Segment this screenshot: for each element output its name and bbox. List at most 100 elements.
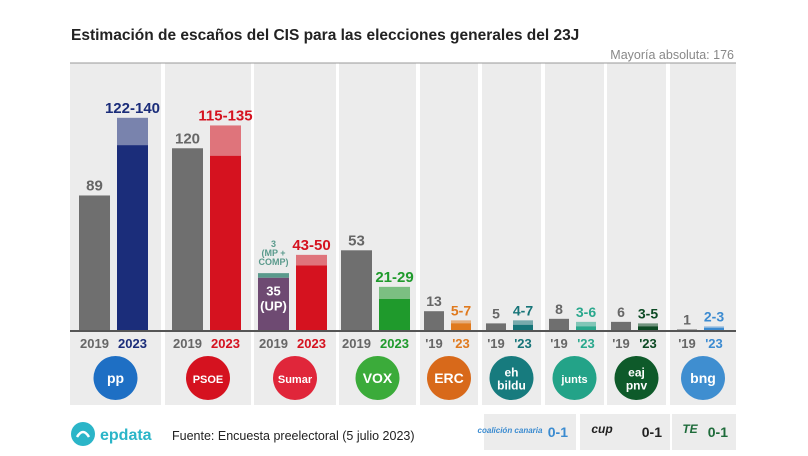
label-2019-ERC: 13 — [426, 293, 442, 309]
other-party-box-1 — [580, 414, 670, 450]
party-panel-3 — [339, 63, 416, 405]
other-party-value: 0-1 — [708, 424, 728, 440]
label-2023-EAJ-PNV: 3-5 — [638, 305, 658, 321]
party-logo-EH Bildu — [489, 356, 534, 400]
year-2023-EH Bildu: '23 — [514, 336, 532, 351]
party-logo-EAJ-PNV — [614, 356, 659, 400]
bar-2019-ERC — [424, 311, 444, 331]
other-party-logo: TE — [682, 422, 698, 436]
label-2019-VOX: 53 — [348, 232, 365, 249]
label-2023-Sumar: 43-50 — [292, 237, 330, 254]
year-2019-ERC: '19 — [425, 336, 443, 351]
bar-2023-VOX — [379, 299, 410, 331]
party-panel-7 — [607, 63, 666, 405]
bar-2019-PSOE — [172, 148, 203, 331]
party-panel-5 — [482, 63, 541, 405]
other-party-value: 0-1 — [548, 424, 568, 440]
party-logo-Junts — [552, 356, 597, 400]
bar-2019-EH Bildu — [486, 323, 506, 331]
other-party-value: 0-1 — [642, 424, 662, 440]
label-2019-Junts: 8 — [555, 301, 563, 317]
label-2019-PSOE: 120 — [175, 130, 200, 147]
party-panel-6 — [545, 63, 604, 405]
label-2019-BNG: 1 — [683, 311, 691, 327]
year-2019-Sumar: 2019 — [259, 336, 288, 351]
party-logo-ERC — [427, 356, 471, 400]
year-2023-Sumar: 2023 — [297, 336, 326, 351]
year-2023-Junts: '23 — [577, 336, 595, 351]
other-party-box-2 — [672, 414, 736, 450]
source-note: Fuente: Encuesta preelectoral (5 julio 2… — [172, 429, 415, 443]
majority-label: Mayoría absoluta: 176 — [610, 48, 734, 62]
party-logo-text: ERC — [434, 370, 464, 386]
label-2019-extra-Sumar: 3 — [271, 239, 276, 249]
party-logo-text: junts — [560, 374, 587, 386]
bar-2019-PP — [79, 195, 110, 331]
bar-2023-PP — [117, 145, 148, 331]
label-2019-EH Bildu: 5 — [492, 305, 500, 321]
epdata-logo: epdata — [71, 422, 152, 446]
label-2019-extra-Sumar: (MP + — [261, 248, 285, 258]
label-2023-EH Bildu: 4-7 — [513, 302, 533, 318]
year-2023-PP: 2023 — [118, 336, 147, 351]
bar-2019-Junts — [549, 318, 569, 331]
year-2023-VOX: 2023 — [380, 336, 409, 351]
bar-2023-EAJ-PNV — [638, 326, 658, 331]
party-logo-text: eaj — [628, 366, 645, 380]
year-2019-EAJ-PNV: '19 — [612, 336, 630, 351]
year-2019-BNG: '19 — [678, 336, 696, 351]
bar-2019-extra-Sumar — [258, 273, 289, 278]
bar-2019-EAJ-PNV — [611, 321, 631, 331]
year-2019-VOX: 2019 — [342, 336, 371, 351]
party-logo-text: VOX — [363, 370, 393, 386]
party-logo-text: bildu — [497, 379, 526, 393]
year-2023-EAJ-PNV: '23 — [639, 336, 657, 351]
party-logo-text: bng — [690, 370, 716, 386]
bar-2023-Sumar — [296, 265, 327, 331]
label-2023-BNG: 2-3 — [704, 308, 724, 324]
party-logo-PSOE — [186, 356, 230, 400]
label-2019-PP: 89 — [86, 177, 103, 194]
epdata-logo-icon — [71, 422, 95, 446]
party-logo-Sumar — [273, 356, 317, 400]
label-2023-PSOE: 115-135 — [198, 107, 252, 124]
party-logo-PP — [93, 356, 138, 400]
party-panel-8 — [670, 63, 736, 405]
year-2019-PP: 2019 — [80, 336, 109, 351]
bar-2023-Junts — [576, 326, 596, 331]
bar-2023-BNG — [704, 327, 724, 331]
bar-2019-VOX — [341, 250, 372, 331]
chart-title: Estimación de escaños del CIS para las e… — [71, 27, 579, 44]
party-logo-BNG — [681, 356, 725, 400]
bar-2023-PSOE — [210, 155, 241, 331]
label-2023-Junts: 3-6 — [576, 304, 596, 320]
party-logo-text: pp — [107, 370, 124, 386]
other-party-logo: cup — [591, 422, 612, 436]
year-2019-EH Bildu: '19 — [487, 336, 505, 351]
bar-2019-Sumar — [258, 277, 289, 331]
year-2023-ERC: '23 — [452, 336, 470, 351]
party-logo-VOX — [355, 356, 400, 400]
label-2023-PP: 122-140 — [105, 100, 160, 117]
label-2019-EAJ-PNV: 6 — [617, 304, 625, 320]
party-panel-4 — [420, 63, 478, 405]
label-2019-extra-Sumar: COMP) — [259, 257, 289, 267]
epdata-brand: epdata — [100, 427, 152, 444]
bar-2023-ERC — [451, 323, 471, 331]
label-2019-Sumar: 35 — [266, 284, 280, 299]
other-party-box-0 — [484, 414, 576, 450]
party-logo-text: pnv — [626, 379, 648, 393]
party-logo-text: eh — [504, 366, 518, 380]
other-party-logo: coalición canaria — [478, 426, 543, 435]
party-panel-2 — [254, 63, 336, 405]
year-2019-PSOE: 2019 — [173, 336, 202, 351]
label-2019-Sumar: (UP) — [260, 299, 287, 314]
label-2023-VOX: 21-29 — [375, 269, 413, 286]
label-2023-ERC: 5-7 — [451, 302, 471, 318]
bar-2023-EH Bildu — [513, 324, 533, 331]
year-2023-BNG: '23 — [705, 336, 723, 351]
party-logo-text: PSOE — [193, 374, 224, 386]
year-2023-PSOE: 2023 — [211, 336, 240, 351]
